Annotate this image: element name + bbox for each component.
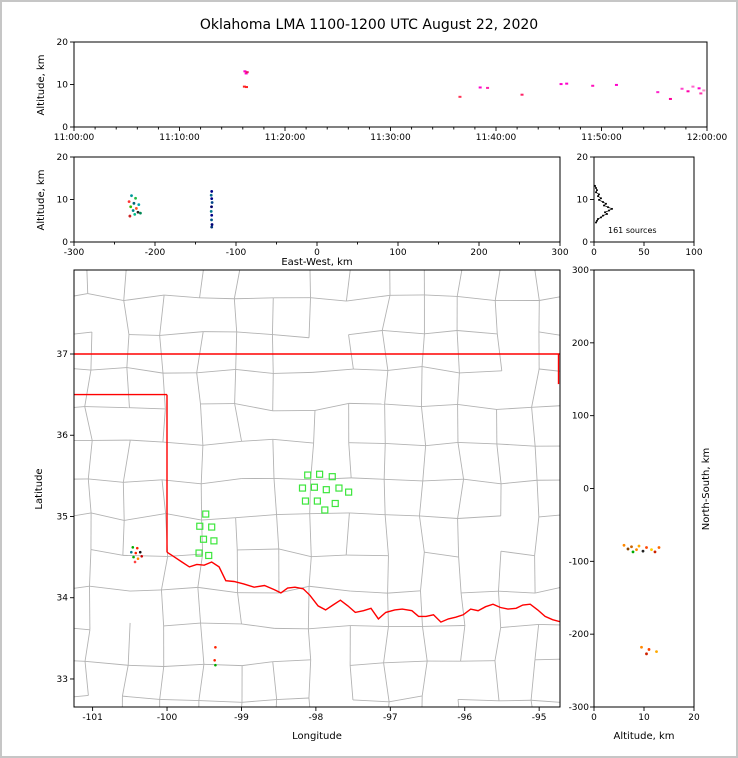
strike-square bbox=[208, 523, 216, 531]
strike-square bbox=[210, 537, 218, 545]
svg-text:-300: -300 bbox=[64, 248, 85, 258]
svg-text:0: 0 bbox=[582, 238, 588, 248]
strike-square bbox=[195, 549, 203, 557]
svg-text:-97: -97 bbox=[383, 713, 398, 723]
svg-text:-100: -100 bbox=[157, 713, 178, 723]
svg-text:10: 10 bbox=[577, 196, 589, 206]
svg-text:10: 10 bbox=[57, 81, 69, 91]
svg-text:35: 35 bbox=[57, 512, 68, 522]
svg-text:20: 20 bbox=[577, 153, 589, 163]
svg-text:100: 100 bbox=[389, 248, 406, 258]
svg-text:12:00:00: 12:00:00 bbox=[687, 133, 728, 143]
source-dot bbox=[214, 645, 217, 649]
svg-text:300: 300 bbox=[551, 248, 568, 258]
svg-text:100: 100 bbox=[685, 248, 702, 258]
svg-text:-98: -98 bbox=[309, 713, 324, 723]
strike-square bbox=[301, 497, 310, 505]
svg-text:-96: -96 bbox=[457, 713, 472, 723]
svg-text:300: 300 bbox=[572, 266, 589, 276]
strike-square bbox=[321, 506, 329, 514]
svg-text:-100: -100 bbox=[569, 557, 590, 567]
svg-text:0: 0 bbox=[314, 248, 320, 258]
source-dot bbox=[140, 554, 144, 558]
map-ylabel: Latitude bbox=[34, 468, 45, 509]
svg-text:36: 36 bbox=[57, 431, 69, 441]
ns-panel-ylabel: North-South, km bbox=[701, 448, 712, 531]
source-dot bbox=[131, 546, 135, 549]
svg-text:0: 0 bbox=[591, 248, 597, 258]
svg-text:34: 34 bbox=[57, 594, 69, 604]
strike-square bbox=[345, 488, 353, 496]
ns-height-panel: 0 10 20 -300 -200 -100 0 100 200 300 bbox=[569, 266, 700, 723]
svg-text:20: 20 bbox=[57, 153, 69, 163]
ew-panel-ylabel: Altitude, km bbox=[36, 170, 47, 231]
svg-text:0: 0 bbox=[591, 713, 597, 723]
ns-panel-xlabel: Altitude, km bbox=[614, 731, 675, 742]
strike-square bbox=[313, 497, 321, 505]
svg-text:33: 33 bbox=[57, 675, 68, 685]
svg-text:-99: -99 bbox=[234, 713, 249, 723]
svg-text:-95: -95 bbox=[532, 713, 547, 723]
strike-square bbox=[331, 499, 339, 508]
svg-text:-100: -100 bbox=[226, 248, 247, 258]
source-dot bbox=[138, 550, 142, 554]
svg-text:11:10:00: 11:10:00 bbox=[159, 133, 200, 143]
ew-height-panel: -300 -200 -100 0 100 200 300 0 10 20 bbox=[57, 153, 569, 258]
strike-square bbox=[199, 535, 208, 543]
source-dot bbox=[134, 551, 138, 555]
svg-text:0: 0 bbox=[62, 123, 68, 133]
svg-text:200: 200 bbox=[572, 339, 589, 349]
strike-square bbox=[328, 473, 336, 481]
svg-text:-200: -200 bbox=[569, 630, 590, 640]
svg-text:50: 50 bbox=[638, 248, 650, 258]
svg-text:-101: -101 bbox=[82, 713, 102, 723]
svg-text:0: 0 bbox=[583, 485, 589, 495]
strike-square bbox=[196, 522, 204, 530]
svg-text:10: 10 bbox=[57, 196, 69, 206]
svg-text:200: 200 bbox=[470, 248, 487, 258]
strike-square bbox=[335, 484, 343, 492]
strike-square bbox=[316, 470, 324, 478]
time-height-panel: 11:00:00 11:10:00 11:20:00 11:30:00 11:40:00… bbox=[54, 38, 728, 143]
svg-text:20: 20 bbox=[57, 38, 69, 48]
svg-text:11:20:00: 11:20:00 bbox=[265, 133, 306, 143]
svg-text:11:30:00: 11:30:00 bbox=[370, 133, 411, 143]
sources-count-label: 161 sources bbox=[608, 226, 657, 235]
source-dot bbox=[213, 658, 216, 662]
svg-text:20: 20 bbox=[688, 713, 700, 723]
strike-square bbox=[304, 471, 312, 479]
svg-text:0: 0 bbox=[62, 238, 68, 248]
source-dot bbox=[130, 550, 133, 554]
strike-square bbox=[322, 486, 330, 494]
svg-text:-200: -200 bbox=[145, 248, 166, 258]
svg-text:11:40:00: 11:40:00 bbox=[476, 133, 517, 143]
strike-square bbox=[205, 551, 213, 560]
state-border bbox=[74, 353, 560, 623]
altitude-histogram-panel: 0 50 100 0 10 20 bbox=[577, 153, 703, 258]
source-dot bbox=[132, 555, 135, 559]
county-lines bbox=[74, 270, 560, 707]
svg-text:37: 37 bbox=[57, 350, 68, 360]
ew-panel-xlabel: East-West, km bbox=[281, 257, 352, 268]
strike-square bbox=[310, 483, 318, 491]
strike-square bbox=[298, 484, 307, 492]
time-panel-ylabel: Altitude, km bbox=[36, 55, 47, 116]
svg-text:100: 100 bbox=[572, 412, 589, 422]
map-panel: -101 -100 -99 -98 -97 -96 -95 33 34 35 36 37 bbox=[57, 269, 561, 723]
source-dot bbox=[133, 560, 137, 564]
strike-square bbox=[202, 510, 210, 518]
source-dot bbox=[214, 663, 217, 667]
svg-text:-300: -300 bbox=[569, 703, 590, 713]
map-xlabel: Longitude bbox=[292, 731, 342, 742]
svg-text:11:00:00: 11:00:00 bbox=[54, 133, 95, 143]
svg-text:10: 10 bbox=[638, 713, 650, 723]
source-dot bbox=[136, 557, 140, 561]
source-dot bbox=[135, 546, 139, 550]
svg-text:11:50:00: 11:50:00 bbox=[581, 133, 622, 143]
figure-title: Oklahoma LMA 1100-1200 UTC August 22, 20… bbox=[200, 17, 538, 33]
